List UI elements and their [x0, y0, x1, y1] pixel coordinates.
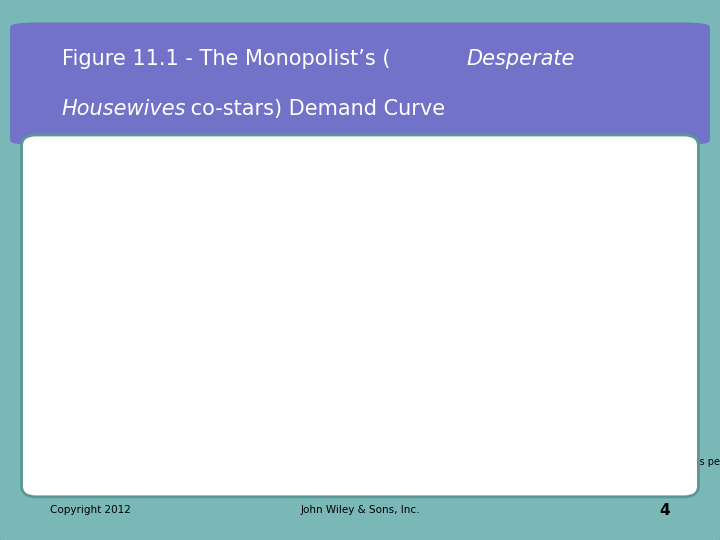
Text: E’: E’	[369, 322, 381, 335]
Text: Figure 11.1 - The Monopolist’s (: Figure 11.1 - The Monopolist’s (	[62, 49, 390, 69]
Text: Output
(new shows per month): Output (new shows per month)	[647, 446, 720, 467]
Text: Desperate: Desperate	[467, 49, 575, 69]
Text: John Wiley & Sons, Inc.: John Wiley & Sons, Inc.	[300, 505, 420, 515]
FancyBboxPatch shape	[10, 23, 710, 145]
Text: Copyright 2012: Copyright 2012	[50, 505, 131, 515]
Text: 4: 4	[659, 503, 670, 518]
Text: co-stars) Demand Curve: co-stars) Demand Curve	[184, 99, 445, 119]
Text: Housewives: Housewives	[62, 99, 186, 119]
Text: D = AR: D = AR	[542, 460, 585, 473]
Bar	[190, 309, 307, 335]
Bar	[307, 335, 365, 414]
Text: E: E	[311, 283, 319, 296]
Text: Price
per
show: Price per show	[78, 235, 106, 268]
Text: A: A	[238, 315, 248, 330]
Text: B: B	[330, 368, 341, 383]
